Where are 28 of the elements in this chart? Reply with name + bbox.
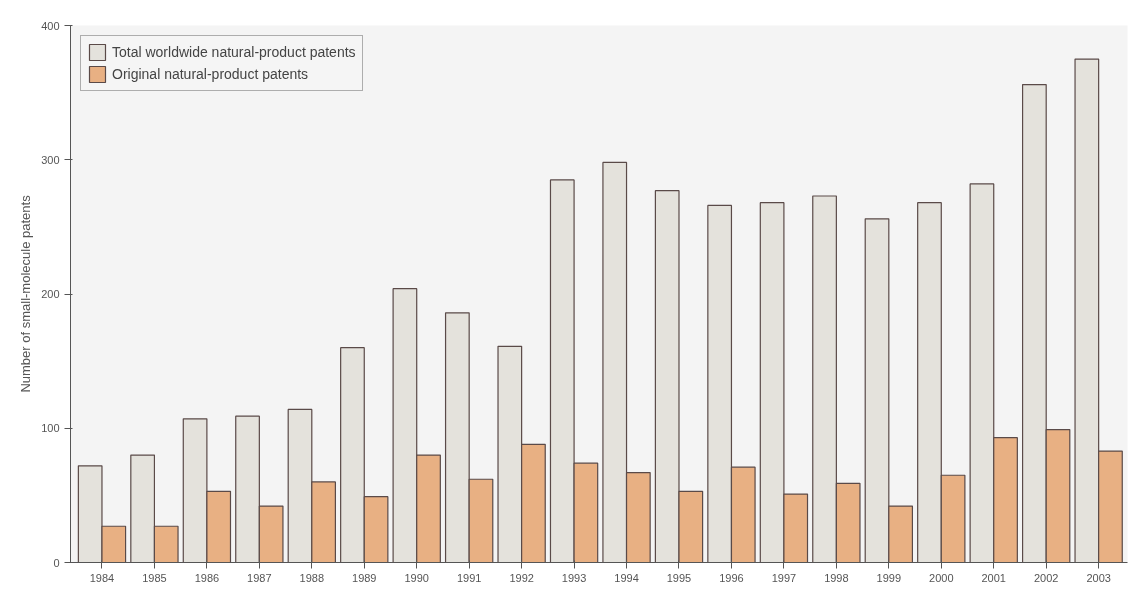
x-tick-label: 1998 — [824, 571, 849, 584]
x-tick-label: 2001 — [981, 571, 1006, 584]
x-tick-label: 1991 — [456, 571, 482, 584]
x-tick-label: 1984 — [89, 571, 115, 584]
x-tick-label: 1999 — [876, 571, 902, 584]
x-tick-label: 1996 — [719, 571, 744, 584]
x-tick-label: 1989 — [352, 571, 377, 584]
legend-label: Total worldwide natural-product patents — [112, 44, 356, 60]
x-tick-label: 1988 — [299, 571, 325, 584]
x-tick-label: 2002 — [1033, 571, 1059, 584]
y-axis-title: Number of small-molecule patents — [18, 194, 34, 393]
x-tick-label: 1994 — [614, 571, 639, 584]
x-tick-label: 1997 — [771, 571, 797, 584]
x-tick-label: 1990 — [404, 571, 429, 584]
y-tick-label: 200 — [41, 288, 60, 300]
y-tick-label: 100 — [41, 422, 60, 435]
x-tick-label: 1987 — [247, 571, 272, 584]
legend-label: Original natural-product patents — [112, 66, 309, 82]
y-tick-label: 0 — [53, 556, 60, 569]
y-tick-label: 300 — [41, 153, 60, 166]
x-tick-label: 1986 — [194, 571, 220, 584]
x-tick-label: 2000 — [929, 571, 954, 584]
x-tick-label: 1985 — [142, 571, 167, 584]
y-tick-label: 400 — [41, 19, 60, 32]
x-tick-label: 1993 — [561, 571, 587, 584]
x-tick-label: 1995 — [666, 571, 692, 584]
x-tick-label: 1992 — [509, 571, 534, 584]
x-tick-label: 2003 — [1086, 571, 1111, 584]
